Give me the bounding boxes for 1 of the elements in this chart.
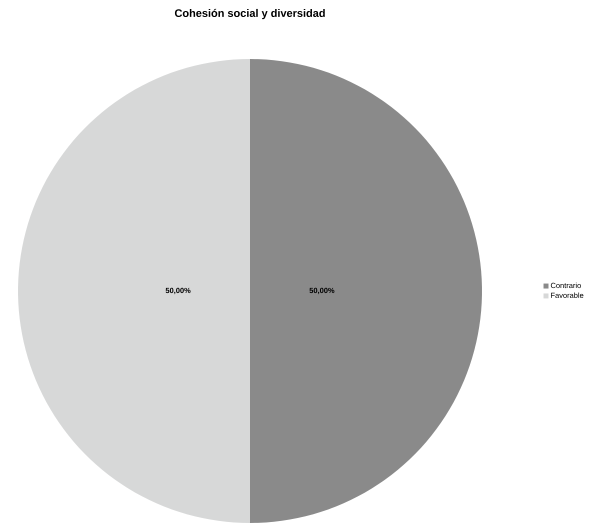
chart-title: Cohesión social y diversidad [174,8,325,20]
